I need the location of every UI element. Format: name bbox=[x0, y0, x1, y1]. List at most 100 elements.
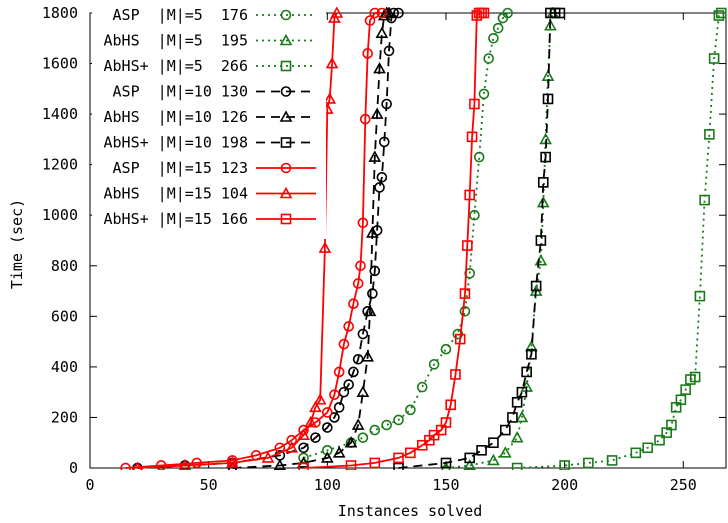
series-line bbox=[137, 12, 399, 469]
data-point bbox=[273, 458, 287, 470]
legend-entry-label: AbHS |M|=15 104 bbox=[104, 185, 249, 203]
data-point bbox=[445, 399, 457, 411]
data-point bbox=[356, 385, 370, 397]
series-line bbox=[137, 12, 338, 469]
data-point bbox=[348, 298, 359, 309]
data-point bbox=[694, 290, 706, 302]
data-point bbox=[369, 457, 381, 469]
data-point bbox=[348, 366, 359, 378]
data-point bbox=[178, 458, 192, 470]
data-point bbox=[393, 414, 404, 426]
data-point bbox=[393, 452, 404, 464]
data-point bbox=[322, 445, 333, 456]
data-point bbox=[325, 56, 339, 69]
data-point bbox=[369, 265, 381, 277]
data-point bbox=[534, 254, 548, 266]
data-point bbox=[502, 7, 513, 19]
data-point bbox=[355, 260, 366, 272]
data-point bbox=[322, 407, 333, 418]
data-point bbox=[554, 7, 566, 19]
data-point bbox=[713, 10, 725, 21]
legend-marker-sample bbox=[280, 9, 292, 21]
series-0 bbox=[298, 7, 513, 464]
y-tick-label: 1400 bbox=[42, 105, 78, 123]
data-point bbox=[393, 7, 404, 19]
data-point bbox=[344, 436, 358, 448]
data-point bbox=[351, 418, 365, 430]
data-point bbox=[323, 92, 337, 104]
data-point bbox=[515, 410, 529, 423]
data-point bbox=[368, 150, 382, 162]
legend-entry-label: AbHS+ |M|=10 198 bbox=[104, 134, 249, 152]
series-6 bbox=[120, 7, 388, 470]
data-point bbox=[704, 129, 715, 140]
data-point bbox=[362, 48, 373, 59]
data-point bbox=[469, 209, 480, 221]
data-point bbox=[536, 195, 550, 208]
data-point bbox=[155, 460, 167, 470]
data-point bbox=[440, 417, 452, 428]
legend-marker-sample bbox=[280, 137, 292, 148]
data-point bbox=[487, 453, 500, 466]
data-point bbox=[226, 456, 239, 468]
y-tick-label: 200 bbox=[51, 408, 78, 426]
legend-entry-label: AbHS+ |M|=15 166 bbox=[104, 210, 249, 228]
data-point bbox=[516, 386, 528, 398]
series-line bbox=[303, 12, 484, 469]
data-point bbox=[469, 98, 480, 110]
data-point bbox=[440, 457, 452, 469]
data-point bbox=[329, 389, 340, 400]
legend-entry-label: AbHS |M|=5 195 bbox=[104, 32, 249, 50]
data-point bbox=[537, 177, 549, 188]
data-point bbox=[459, 305, 471, 317]
data-point bbox=[332, 446, 346, 458]
data-point bbox=[498, 446, 512, 458]
data-point bbox=[689, 371, 701, 383]
data-point bbox=[370, 107, 384, 119]
data-point bbox=[132, 461, 143, 470]
data-point bbox=[330, 7, 344, 18]
data-point bbox=[191, 457, 203, 469]
plot-frame bbox=[89, 12, 727, 469]
data-point bbox=[526, 348, 537, 360]
data-point bbox=[405, 404, 416, 416]
data-point bbox=[715, 7, 727, 19]
data-point bbox=[318, 241, 332, 253]
legend-entry-label: AbHS |M|=10 126 bbox=[104, 108, 249, 126]
data-point bbox=[450, 369, 461, 380]
legend-entry-label: ASP |M|=5 176 bbox=[113, 6, 248, 24]
legend-marker-sample bbox=[280, 162, 292, 174]
legend-marker-sample bbox=[279, 33, 293, 46]
series-2 bbox=[511, 7, 727, 470]
data-point bbox=[364, 15, 376, 26]
series-line bbox=[125, 12, 382, 469]
series-8 bbox=[298, 7, 490, 470]
data-point bbox=[310, 432, 321, 443]
x-tick-label: 200 bbox=[551, 476, 578, 494]
data-point bbox=[499, 424, 511, 436]
data-point bbox=[708, 53, 720, 64]
legend-marker-sample bbox=[280, 60, 292, 72]
series-line bbox=[303, 12, 509, 459]
data-point bbox=[369, 7, 381, 19]
legend-marker-sample bbox=[280, 213, 292, 225]
series-4 bbox=[227, 7, 396, 470]
data-point bbox=[361, 350, 375, 362]
data-point bbox=[511, 462, 523, 470]
data-point bbox=[376, 172, 388, 183]
data-point bbox=[544, 18, 557, 31]
data-point bbox=[373, 61, 386, 74]
data-point bbox=[297, 428, 310, 440]
data-point bbox=[542, 93, 554, 105]
series-5 bbox=[393, 7, 566, 470]
data-point bbox=[630, 447, 642, 459]
data-point bbox=[559, 460, 570, 470]
data-point bbox=[473, 151, 485, 163]
legend-marker-sample bbox=[280, 86, 292, 97]
data-point bbox=[463, 458, 476, 470]
data-point bbox=[488, 32, 499, 44]
data-point bbox=[666, 419, 677, 431]
data-point bbox=[329, 412, 340, 423]
data-point bbox=[511, 396, 523, 408]
legend-marker-sample bbox=[279, 186, 293, 199]
